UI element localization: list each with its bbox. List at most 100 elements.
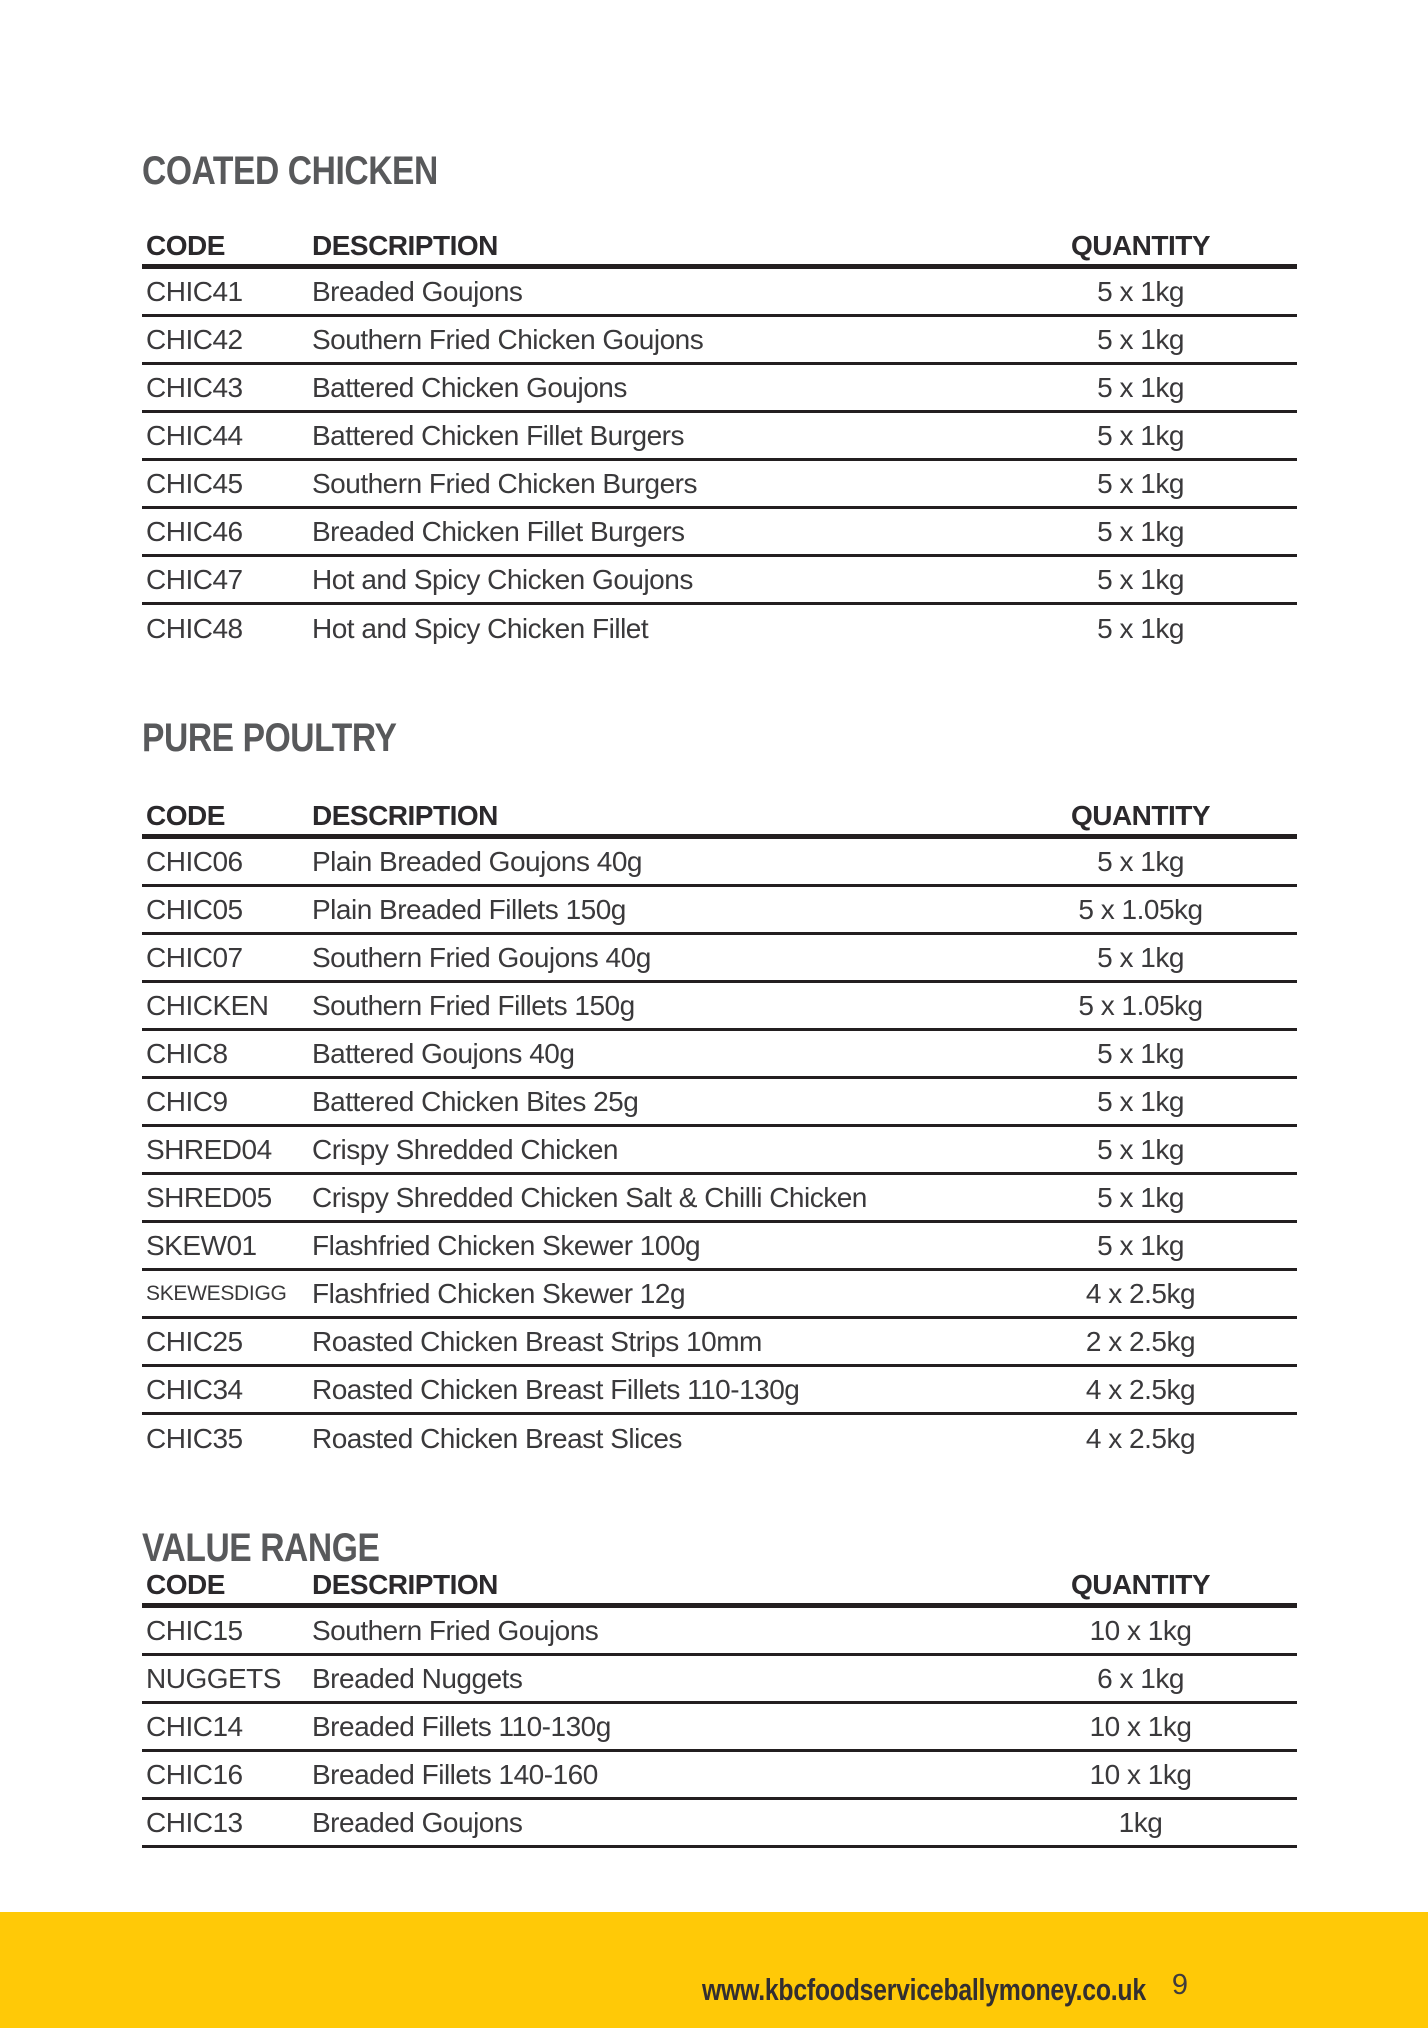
column-header-quantity: QUANTITY — [1070, 1569, 1211, 1600]
product-code: CHIC07 — [146, 941, 243, 973]
table-row: CHIC06 Plain Breaded Goujons 40g 5 x 1kg — [142, 839, 1297, 887]
column-header-code: CODE — [146, 1569, 225, 1600]
product-quantity: 5 x 1kg — [1097, 1229, 1184, 1261]
table-row: CHIC42 Southern Fried Chicken Goujons 5 x … — [142, 317, 1297, 365]
product-description: Hot and Spicy Chicken Goujons — [312, 563, 693, 595]
product-code: CHIC35 — [146, 1423, 243, 1454]
table-row: CHIC8 Battered Goujons 40g 5 x 1kg — [142, 1031, 1297, 1079]
table-row: CHIC25 Roasted Chicken Breast Strips 10mm… — [142, 1319, 1297, 1367]
product-quantity: 5 x 1kg — [1097, 275, 1184, 307]
table-row: CHIC41 Breaded Goujons 5 x 1kg — [142, 269, 1297, 317]
section-title: PURE POULTRY — [142, 716, 397, 760]
product-code: CHIC42 — [146, 323, 243, 355]
product-quantity: 5 x 1kg — [1097, 467, 1184, 499]
product-code: CHIC15 — [146, 1614, 243, 1646]
table-row: CHIC44 Battered Chicken Fillet Burgers 5 x… — [142, 413, 1297, 461]
table-row: CHIC46 Breaded Chicken Fillet Burgers 5 x … — [142, 509, 1297, 557]
product-code: SHRED04 — [146, 1133, 272, 1165]
website-url: www.kbcfoodserviceballymoney.co.uk — [701, 1972, 1146, 2007]
table-header-row: CODE DESCRIPTION QUANTITY — [142, 228, 1297, 269]
column-header-quantity: QUANTITY — [1070, 230, 1211, 261]
product-description: Battered Chicken Goujons — [312, 371, 627, 403]
product-code: CHIC44 — [146, 419, 243, 451]
product-quantity: 5 x 1kg — [1097, 371, 1184, 403]
table-row: SKEW01 Flashfried Chicken Skewer 100g 5 x … — [142, 1223, 1297, 1271]
product-quantity: 6 x 1kg — [1097, 1662, 1184, 1694]
table-row: CHIC13 Breaded Goujons 1kg — [142, 1800, 1297, 1848]
product-quantity: 5 x 1kg — [1097, 323, 1184, 355]
table-row: CHIC34 Roasted Chicken Breast Fillets 110… — [142, 1367, 1297, 1415]
product-code: SKEW01 — [146, 1229, 257, 1261]
column-header-code: CODE — [146, 230, 225, 261]
product-description: Crispy Shredded Chicken — [312, 1133, 619, 1165]
product-code: CHIC25 — [146, 1325, 243, 1357]
product-description: Southern Fried Goujons — [312, 1614, 599, 1646]
product-description: Battered Goujons 40g — [312, 1037, 575, 1069]
product-quantity: 5 x 1kg — [1097, 941, 1184, 973]
product-quantity: 5 x 1kg — [1097, 1085, 1184, 1117]
product-description: Battered Chicken Fillet Burgers — [312, 419, 685, 451]
section-value-range: VALUE RANGE CODE DESCRIPTION QUANTITY CH… — [142, 1525, 1297, 1848]
product-description: Breaded Fillets 140-160 — [312, 1758, 598, 1790]
product-code: CHIC46 — [146, 515, 243, 547]
product-quantity: 5 x 1kg — [1097, 613, 1184, 644]
product-description: Southern Fried Chicken Goujons — [312, 323, 704, 355]
product-code: CHIC9 — [146, 1085, 228, 1117]
product-code: CHIC43 — [146, 371, 243, 403]
table-body: CHIC41 Breaded Goujons 5 x 1kg CHIC42 Southe… — [142, 269, 1297, 653]
product-code: CHIC45 — [146, 467, 243, 499]
product-code: CHIC05 — [146, 893, 243, 925]
section-pure-poultry: PURE POULTRY CODE DESCRIPTION QUANTITY C… — [142, 715, 1297, 1463]
column-header-description: DESCRIPTION — [312, 800, 498, 831]
page-footer: www.kbcfoodserviceballymoney.co.uk 9 — [0, 1912, 1428, 2028]
table-row: SHRED04 Crispy Shredded Chicken 5 x 1kg — [142, 1127, 1297, 1175]
product-code: SKEWESDIGG — [146, 1281, 287, 1305]
product-description: Roasted Chicken Breast Fillets 110-130g — [312, 1373, 800, 1405]
product-code: CHIC14 — [146, 1710, 243, 1742]
table-row: CHIC35 Roasted Chicken Breast Slices 4 x 2… — [142, 1415, 1297, 1463]
product-description: Hot and Spicy Chicken Fillet — [312, 613, 649, 644]
table-row: CHIC07 Southern Fried Goujons 40g 5 x 1kg — [142, 935, 1297, 983]
table-row: CHIC48 Hot and Spicy Chicken Fillet 5 x 1k… — [142, 605, 1297, 653]
product-description: Breaded Chicken Fillet Burgers — [312, 515, 685, 547]
table-header-row: CODE DESCRIPTION QUANTITY — [142, 1567, 1297, 1608]
product-code: CHIC34 — [146, 1373, 243, 1405]
product-code: CHIC06 — [146, 845, 243, 877]
table-row: CHIC05 Plain Breaded Fillets 150g 5 x 1.05… — [142, 887, 1297, 935]
product-description: Roasted Chicken Breast Slices — [312, 1423, 682, 1454]
product-description: Flashfried Chicken Skewer 12g — [312, 1277, 686, 1309]
column-header-description: DESCRIPTION — [312, 230, 498, 261]
product-description: Roasted Chicken Breast Strips 10mm — [312, 1325, 762, 1357]
table-row: CHIC43 Battered Chicken Goujons 5 x 1kg — [142, 365, 1297, 413]
table-header-row: CODE DESCRIPTION QUANTITY — [142, 798, 1297, 839]
table-row: CHIC47 Hot and Spicy Chicken Goujons 5 x 1… — [142, 557, 1297, 605]
product-code: CHICKEN — [146, 989, 269, 1021]
product-code: CHIC41 — [146, 275, 243, 307]
product-description: Plain Breaded Fillets 150g — [312, 893, 626, 925]
table-row: CHIC15 Southern Fried Goujons 10 x 1kg — [142, 1608, 1297, 1656]
table-row: CHICKEN Southern Fried Fillets 150g 5 x 1.… — [142, 983, 1297, 1031]
footer-content: www.kbcfoodserviceballymoney.co.uk 9 — [591, 1969, 1428, 2008]
product-quantity: 5 x 1kg — [1097, 563, 1184, 595]
product-table: CODE DESCRIPTION QUANTITY CHIC15 Southern… — [142, 1567, 1297, 1848]
product-quantity: 5 x 1kg — [1097, 515, 1184, 547]
table-row: SHRED05 Crispy Shredded Chicken Salt & Ch… — [142, 1175, 1297, 1223]
product-description: Battered Chicken Bites 25g — [312, 1085, 639, 1117]
section-title: COATED CHICKEN — [142, 149, 438, 193]
product-quantity: 4 x 2.5kg — [1085, 1373, 1196, 1405]
table-row: CHIC45 Southern Fried Chicken Burgers 5 x … — [142, 461, 1297, 509]
table-body: CHIC06 Plain Breaded Goujons 40g 5 x 1kg CH… — [142, 839, 1297, 1463]
product-code: SHRED05 — [146, 1181, 272, 1213]
product-quantity: 2 x 2.5kg — [1085, 1325, 1196, 1357]
product-table: CODE DESCRIPTION QUANTITY CHIC06 Plain Br… — [142, 798, 1297, 1463]
product-code: CHIC13 — [146, 1806, 243, 1838]
product-quantity: 5 x 1kg — [1097, 1133, 1184, 1165]
section-title: VALUE RANGE — [142, 1526, 380, 1570]
table-row: NUGGETS Breaded Nuggets 6 x 1kg — [142, 1656, 1297, 1704]
product-quantity: 5 x 1kg — [1097, 419, 1184, 451]
product-description: Breaded Goujons — [312, 1806, 523, 1838]
section-coated-chicken: COATED CHICKEN CODE DESCRIPTION QUANTITY… — [142, 148, 1297, 653]
product-code: CHIC8 — [146, 1037, 228, 1069]
product-quantity: 1kg — [1118, 1806, 1163, 1838]
column-header-description: DESCRIPTION — [312, 1569, 498, 1600]
